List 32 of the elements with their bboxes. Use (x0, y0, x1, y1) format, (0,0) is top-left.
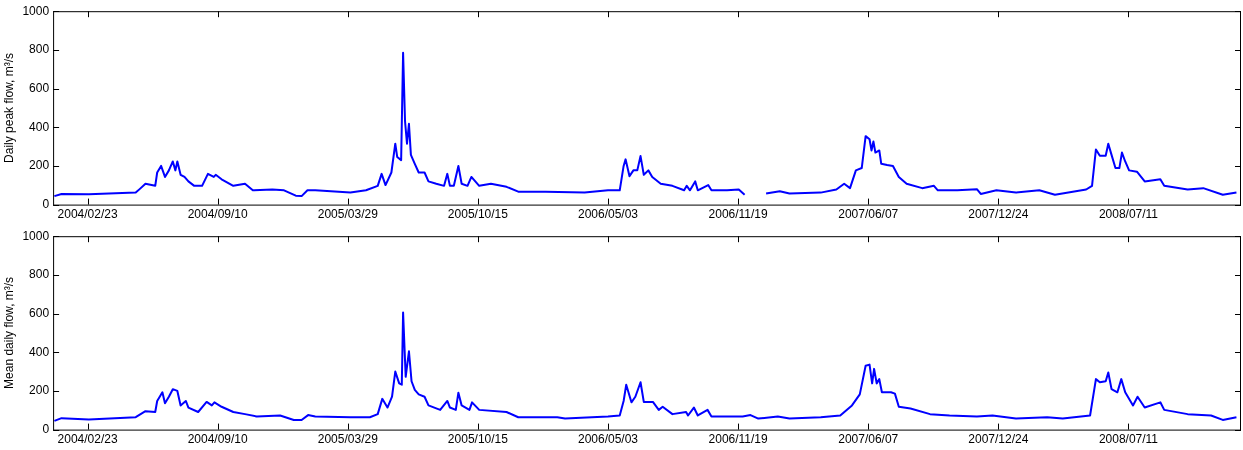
x-tick-label: 2008/07/11 (1098, 207, 1159, 222)
x-tick-label: 2005/03/29 (317, 432, 379, 447)
x-tick-label: 2007/12/24 (968, 207, 1029, 222)
x-tick-label: 2004/09/10 (187, 432, 249, 447)
y-axis-title: Mean daily flow, m³/s (1, 276, 16, 389)
y-tick-label: 400 (29, 119, 50, 134)
x-tick-label: 2007/12/24 (968, 432, 1029, 447)
y-tick-label: 800 (29, 42, 50, 57)
x-tick-label: 2005/10/15 (447, 432, 509, 447)
y-tick-label: 200 (29, 158, 50, 173)
x-tick-label: 2008/07/11 (1098, 432, 1159, 447)
x-tick-label: 2006/05/03 (577, 432, 639, 447)
x-tick-label: 2005/10/15 (447, 207, 509, 222)
y-tick-label: 0 (42, 196, 50, 211)
x-tick-label: 2006/05/03 (577, 207, 639, 222)
x-tick-label: 2006/11/19 (708, 207, 769, 222)
x-tick-label: 2005/03/29 (317, 207, 379, 222)
x-tick-label: 2007/06/07 (838, 207, 899, 222)
y-axis-title: Daily peak flow, m³/s (1, 52, 16, 163)
x-tick-label: 2007/06/07 (838, 432, 899, 447)
y-tick-label: 0 (42, 421, 50, 436)
y-tick-label: 200 (29, 383, 50, 398)
x-tick-label: 2006/11/19 (708, 432, 769, 447)
y-tick-label: 600 (29, 80, 50, 95)
x-tick-label: 2004/09/10 (187, 207, 249, 222)
y-tick-label: 600 (29, 305, 50, 320)
y-tick-label: 1000 (22, 228, 50, 243)
x-tick-label: 2004/02/23 (57, 432, 118, 447)
y-tick-label: 400 (29, 344, 50, 359)
y-tick-label: 1000 (22, 3, 50, 18)
x-tick-label: 2004/02/23 (57, 207, 118, 222)
y-tick-label: 800 (29, 267, 50, 282)
